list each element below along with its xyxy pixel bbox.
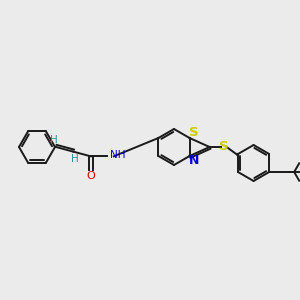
Text: N: N [188,154,199,166]
Text: S: S [219,140,228,152]
Text: S: S [189,127,198,140]
Text: O: O [86,171,95,181]
Text: H: H [50,135,58,145]
Text: NH: NH [110,150,125,160]
Text: H: H [70,154,78,164]
